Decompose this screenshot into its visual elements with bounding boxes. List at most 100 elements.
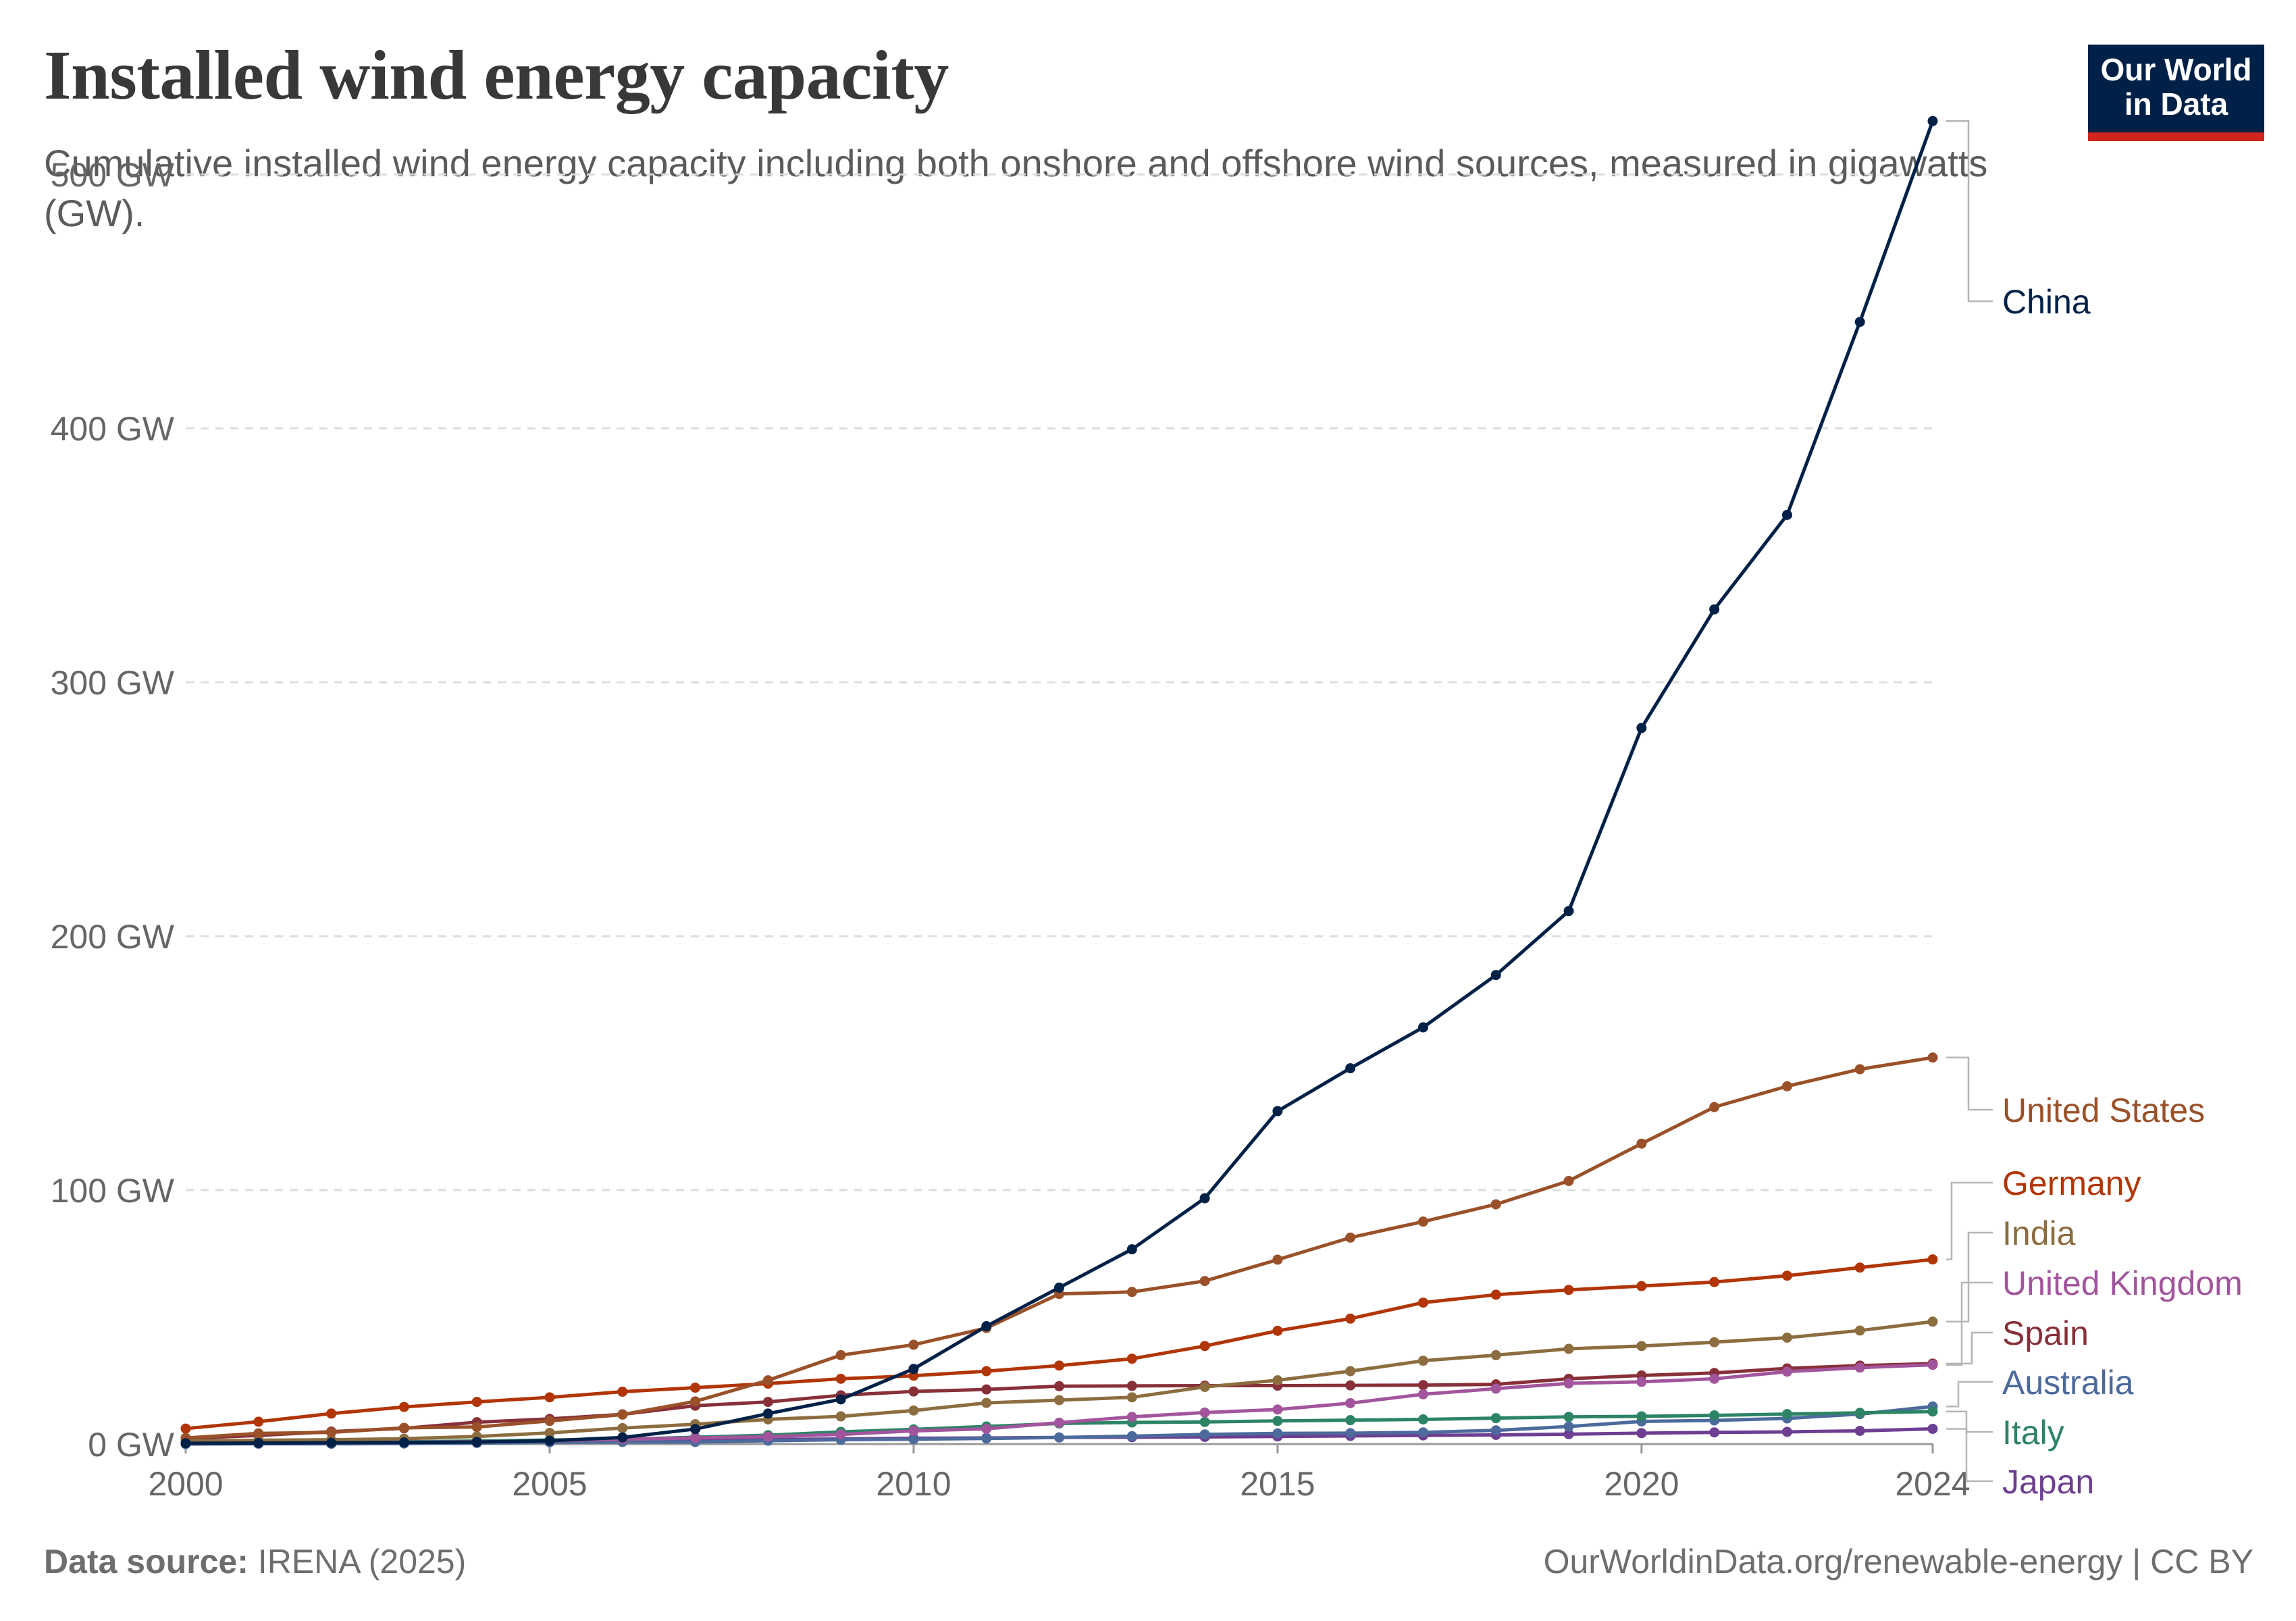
data-point [1272,1428,1283,1439]
data-point [617,1387,628,1397]
legend-label-italy[interactable]: Italy [2002,1414,2064,1451]
data-point [1636,1281,1647,1291]
data-point [690,1383,701,1393]
data-point [908,1364,919,1374]
data-point [1490,970,1501,981]
legend-label-spain[interactable]: Spain [2002,1314,2089,1352]
data-point [1345,1380,1356,1391]
data-point [1563,1343,1574,1354]
legend-label-united-kingdom[interactable]: United Kingdom [2002,1264,2243,1302]
data-point [1636,1341,1647,1352]
data-point [1054,1432,1064,1443]
data-point [617,1432,628,1443]
data-point [1490,1425,1501,1436]
series-line [184,119,1935,1445]
data-point [1490,1383,1501,1394]
chart-subtitle: Cumulative installed wind energy capacit… [44,142,1988,234]
legend-connector [1946,1181,1993,1260]
data-point [835,1373,846,1384]
y-tick-label: 400 GW [51,410,175,448]
data-point [544,1392,555,1403]
owid-logo[interactable]: Our World in Data [2088,45,2264,141]
data-point [253,1437,264,1448]
legend-labels[interactable]: Japan Australia Italy Spain United Kingdom In… [1946,120,2243,1501]
data-point [471,1397,482,1408]
data-point [835,1429,846,1440]
data-point [1345,1313,1356,1324]
data-point [617,1422,628,1433]
legend-connector [1946,1231,1993,1323]
data-point [835,1394,846,1405]
data-point [1272,1325,1283,1336]
data-point [1854,1064,1865,1075]
data-point [1563,1176,1574,1187]
data-source: Data source: IRENA (2025) [44,1542,466,1581]
data-point [908,1405,919,1416]
data-point [1781,1409,1792,1420]
data-point [326,1437,337,1448]
data-point [1126,1412,1137,1422]
x-tick-label: 2010 [876,1465,951,1503]
data-point [1417,1216,1428,1227]
legend-label-united-states[interactable]: United States [2002,1091,2205,1129]
data-point [1417,1380,1428,1391]
data-point [1709,1373,1720,1384]
data-point [1054,1381,1064,1391]
data-point [690,1433,701,1443]
data-point [1126,1431,1137,1441]
data-point [1927,1406,1938,1417]
legend-connector [1946,1381,1993,1408]
legend-label-india[interactable]: India [2002,1214,2076,1252]
data-point [1417,1022,1428,1033]
data-point [1054,1395,1064,1406]
legend-connector [1946,1056,1993,1111]
data-point [1490,1413,1501,1424]
data-point [1272,1106,1283,1116]
data-point [1854,1325,1865,1336]
data-point [180,1438,191,1449]
data-point [1781,509,1792,520]
legend-label-germany[interactable]: Germany [2002,1164,2141,1202]
data-point [1199,1193,1210,1204]
data-point [1636,1376,1647,1387]
data-point [398,1437,409,1448]
data-point [1709,1277,1720,1287]
data-point [1345,1366,1356,1376]
series-germany [180,1254,1938,1434]
data-point [1126,1354,1137,1364]
data-point [908,1434,919,1445]
data-point [1126,1392,1137,1403]
data-point [835,1411,846,1422]
data-point [326,1408,337,1419]
data-point [1781,1366,1792,1377]
data-point [908,1339,919,1350]
x-tick-label: 2000 [148,1465,223,1503]
data-point [1854,1362,1865,1373]
legend-label-japan[interactable]: Japan [2002,1463,2094,1501]
data-point [1199,1381,1210,1392]
data-point [1345,1428,1356,1439]
data-point [690,1424,701,1435]
owid-logo-text: Our World in Data [2100,52,2252,122]
data-point [1854,1262,1865,1273]
data-point [908,1425,919,1436]
data-point [981,1366,992,1376]
data-point [1490,1199,1501,1210]
legend-label-china[interactable]: China [2002,283,2091,321]
data-point [1563,1412,1574,1422]
data-point [1636,1411,1647,1422]
data-point [1199,1407,1210,1418]
data-point [1563,1429,1574,1439]
data-point [544,1416,555,1426]
legend-label-australia[interactable]: Australia [2002,1364,2134,1401]
data-point [1272,1416,1283,1426]
data-point [762,1431,773,1442]
y-tick-label: 0 GW [88,1426,175,1464]
data-point [1563,1285,1574,1295]
license-text[interactable]: OurWorldinData.org/renewable-energy | CC… [1543,1543,2253,1580]
data-source-link[interactable]: IRENA (2025) [257,1543,467,1580]
data-point [1272,1254,1283,1265]
data-point [1709,604,1720,615]
data-point [1709,1427,1720,1438]
